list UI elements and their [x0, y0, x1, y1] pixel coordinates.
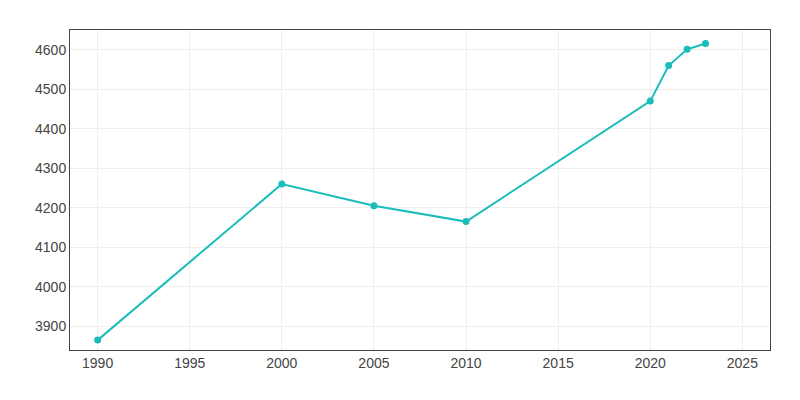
svg-text:2025: 2025	[727, 355, 758, 371]
svg-text:2000: 2000	[266, 355, 297, 371]
svg-text:1990: 1990	[82, 355, 113, 371]
svg-text:4500: 4500	[35, 81, 66, 97]
svg-text:1995: 1995	[174, 355, 205, 371]
svg-text:3900: 3900	[35, 318, 66, 334]
svg-text:2010: 2010	[450, 355, 481, 371]
svg-text:2005: 2005	[358, 355, 389, 371]
svg-text:4300: 4300	[35, 160, 66, 176]
svg-text:4400: 4400	[35, 121, 66, 137]
svg-text:4600: 4600	[35, 42, 66, 58]
svg-text:2020: 2020	[635, 355, 666, 371]
svg-text:2015: 2015	[543, 355, 574, 371]
svg-text:4200: 4200	[35, 200, 66, 216]
svg-text:4000: 4000	[35, 279, 66, 295]
svg-text:4100: 4100	[35, 239, 66, 255]
